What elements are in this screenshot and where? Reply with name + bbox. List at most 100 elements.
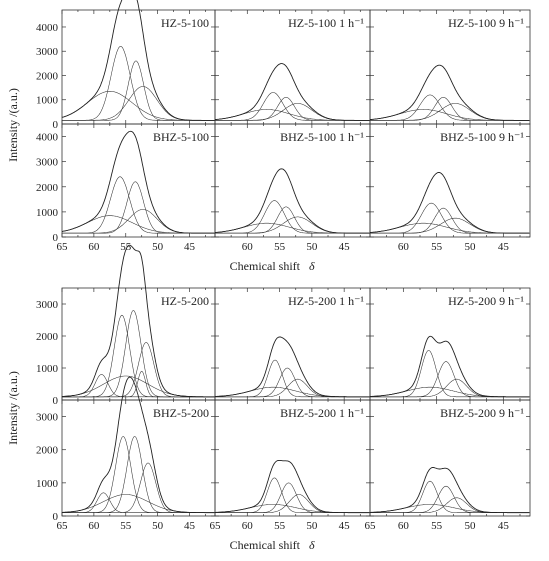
y-tick-label: 1000 (36, 207, 59, 219)
y-tick-label: 0 (53, 232, 59, 244)
block-bottom-200: Intensity /(a.u.) Chemical shift δ (6, 371, 315, 552)
y-tick-label: 2000 (36, 70, 59, 82)
component-peak-3 (370, 217, 530, 234)
x-tick-label: 65 (365, 520, 377, 532)
y-tick-label: 4000 (36, 132, 59, 144)
block-top-ylabel: Intensity /(a.u.) (6, 88, 20, 162)
y-tick-label: 4000 (36, 22, 59, 34)
envelope-curve (214, 168, 370, 234)
y-tick-label: 0 (53, 511, 59, 523)
panel-label: BHZ-5-100 1 h⁻¹ (280, 130, 364, 144)
component-peak-4 (370, 386, 530, 398)
component-peak-1 (370, 94, 530, 121)
component-peak-3 (215, 103, 370, 121)
y-tick-label: 0 (53, 395, 59, 407)
envelope-curve (62, 376, 215, 514)
envelope-curve (369, 172, 530, 234)
y-tick-label: 1000 (36, 95, 59, 107)
block-top-xsymbol: δ (309, 259, 315, 273)
component-peak-3 (215, 216, 370, 234)
panel-3: HZ-5-100 9 h⁻¹ (369, 9, 531, 125)
x-tick-label: 50 (465, 520, 477, 532)
component-peak-6 (62, 375, 215, 398)
x-tick-label: 60 (242, 241, 254, 253)
component-peak-2 (370, 207, 530, 234)
panel-label: HZ-5-200 (161, 294, 209, 308)
envelope-curve (61, 0, 215, 121)
panel-label: BHZ-5-200 9 h⁻¹ (440, 406, 524, 420)
component-peak-1 (62, 46, 215, 121)
x-tick-label: 55 (431, 520, 443, 532)
block-bottom-ylabel: Intensity /(a.u.) (6, 371, 20, 445)
component-peak-4 (215, 386, 370, 398)
panel-label: BHZ-5-100 (153, 130, 209, 144)
envelope-curve (370, 335, 530, 398)
x-tick-label: 45 (339, 241, 351, 253)
envelope-curve (61, 130, 215, 234)
panel-12: 65 60 55 50 45 BHZ-5-200 9 h⁻¹ (365, 399, 531, 532)
x-tick-label: 50 (152, 241, 164, 253)
y-tick-label: 1000 (36, 478, 59, 490)
y-tick-label: 2000 (36, 445, 59, 457)
component-peak-2 (62, 310, 215, 398)
x-tick-label: 65 (57, 241, 69, 253)
component-peak-2 (215, 482, 370, 513)
envelope-curve (214, 63, 370, 121)
block-top-100: Intensity /(a.u.) Chemical shift δ (6, 88, 315, 273)
x-tick-label: 45 (498, 241, 510, 253)
x-tick-label: 45 (184, 520, 196, 532)
panel-8: HZ-5-200 1 h⁻¹ (214, 287, 371, 401)
component-peak-4 (62, 492, 215, 513)
component-peak-1 (215, 92, 370, 121)
panel-4: 0 1000 2000 3000 4000 65 60 55 50 45 BHZ-5-100 (36, 123, 216, 253)
component-peak-3 (62, 209, 215, 234)
panel-frame (369, 399, 531, 517)
component-peak-3 (370, 103, 530, 121)
component-peak-1 (215, 477, 370, 513)
panel-1: 0 1000 2000 3000 4000 HZ-5-100 (36, 0, 216, 131)
component-peak-1 (215, 359, 370, 398)
block-bottom-xlabel: Chemical shift (230, 538, 301, 552)
panel-label: HZ-5-200 9 h⁻¹ (448, 294, 524, 308)
component-peak-2 (215, 206, 370, 234)
x-tick-label: 60 (398, 241, 410, 253)
y-tick-label: 2000 (36, 331, 59, 343)
x-tick-label: 45 (339, 520, 351, 532)
component-peak-3 (62, 86, 215, 121)
panel-label: HZ-5-200 1 h⁻¹ (288, 294, 364, 308)
y-tick-label: 3000 (36, 157, 59, 169)
panel-label: HZ-5-100 9 h⁻¹ (448, 16, 524, 30)
panel-6: 60 55 50 45 BHZ-5-100 9 h⁻¹ (369, 123, 531, 253)
panel-label: HZ-5-100 1 h⁻¹ (288, 16, 364, 30)
panel-11: 65 60 55 50 45 BHZ-5-200 1 h⁻¹ (210, 399, 371, 532)
panel-7: 0 1000 2000 3000 HZ-5-200 (36, 244, 216, 407)
envelope-curve (62, 244, 215, 398)
component-peak-2 (62, 60, 215, 121)
x-tick-label: 60 (88, 241, 100, 253)
x-tick-label: 45 (184, 241, 196, 253)
component-peak-1 (62, 436, 215, 513)
x-tick-label: 50 (465, 241, 477, 253)
component-peak-2 (215, 367, 370, 398)
panel-label: BHZ-5-100 9 h⁻¹ (440, 130, 524, 144)
y-tick-label: 1000 (36, 363, 59, 375)
x-tick-label: 55 (274, 241, 286, 253)
x-tick-label: 55 (120, 520, 132, 532)
component-peak-3 (62, 462, 215, 513)
panel-9: HZ-5-200 9 h⁻¹ (369, 287, 531, 401)
y-tick-label: 3000 (36, 299, 59, 311)
y-tick-label: 0 (53, 119, 59, 131)
y-tick-label: 2000 (36, 182, 59, 194)
component-peak-2 (370, 361, 530, 398)
component-peak-4 (62, 374, 215, 398)
component-peak-2 (215, 97, 370, 121)
y-tick-label: 3000 (36, 412, 59, 424)
x-tick-label: 65 (210, 520, 222, 532)
component-peak-1 (370, 480, 530, 513)
x-tick-label: 50 (306, 241, 318, 253)
envelope-curve (369, 64, 530, 121)
x-tick-label: 50 (152, 520, 164, 532)
x-tick-label: 55 (120, 241, 132, 253)
panel-10: 0 1000 2000 3000 65 60 55 50 45 BHZ-5-200 (36, 376, 216, 532)
